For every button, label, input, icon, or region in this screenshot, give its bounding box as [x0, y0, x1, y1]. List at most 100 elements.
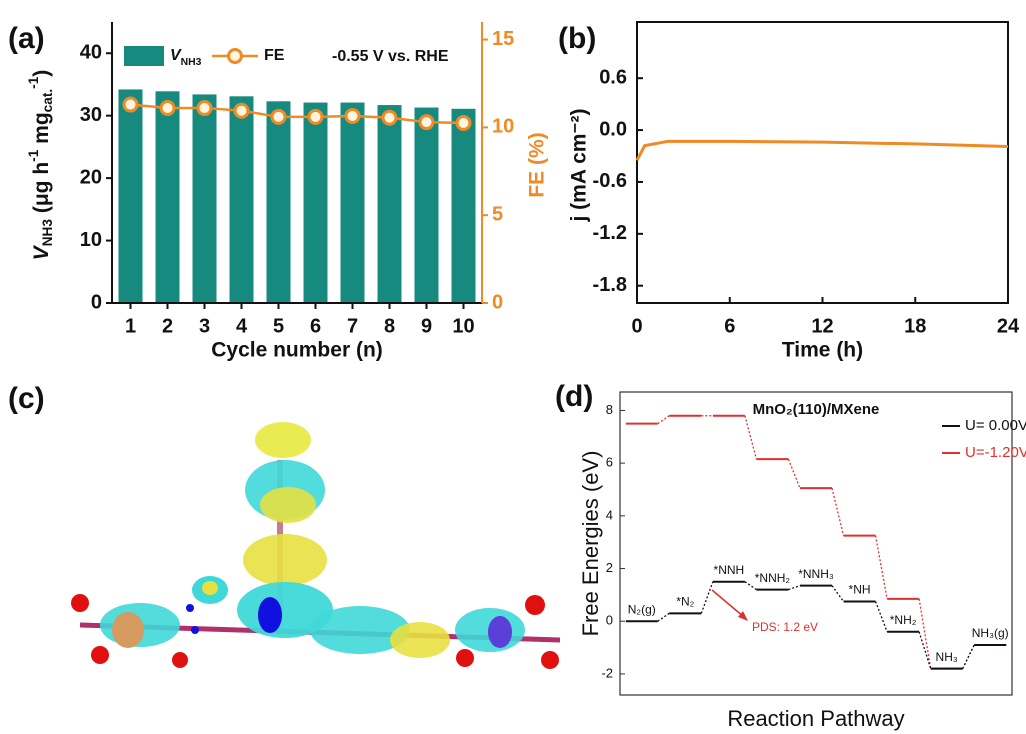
y-tick-label: -2 [601, 665, 613, 680]
fe-marker [196, 100, 213, 117]
fe-marker [455, 114, 472, 131]
energy-connector [657, 612, 670, 622]
x-axis-label: Cycle number (n) [211, 339, 383, 362]
y-axis-label: VNH3 (μg h-1 mgcat.-1) [26, 70, 55, 261]
fe-line [130, 103, 464, 125]
y2-tick-label: 5 [492, 203, 503, 225]
atom [541, 651, 559, 669]
panel-label: (c) [8, 382, 45, 415]
fe-marker [344, 107, 361, 124]
bar [229, 96, 254, 303]
text-part: ) [30, 70, 53, 77]
y2-tick-label: 15 [492, 28, 514, 50]
energy-connector [788, 585, 801, 591]
energy-connector [831, 585, 845, 602]
energy-connector [874, 535, 888, 599]
energy-connector [918, 631, 932, 669]
panel-label: (b) [558, 22, 596, 55]
text-part: cat. [40, 89, 55, 113]
y-axis-label: j (mA cm⁻²) [568, 109, 591, 223]
y2-tick-label: 10 [492, 116, 514, 138]
y-axis-label: Free Energies (eV) [578, 451, 603, 637]
y-tick-label: 6 [606, 455, 613, 470]
x-tick-label: 18 [904, 315, 926, 337]
y-tick-label: 20 [80, 166, 102, 188]
y-tick-label: 4 [606, 507, 613, 522]
charge-density-image [71, 422, 561, 669]
y2-axis-label: FE (%) [526, 132, 549, 197]
atom [112, 612, 144, 648]
y-tick-label: 30 [80, 104, 102, 126]
bar [192, 94, 217, 304]
text-part: V [30, 244, 53, 260]
bar [118, 89, 143, 303]
x-tick-label: 2 [162, 315, 173, 337]
x-tick-label: 24 [997, 315, 1020, 337]
x-tick-label: 3 [199, 315, 210, 337]
bar [377, 105, 402, 303]
isosurface [260, 487, 316, 523]
plot-frame [619, 391, 1013, 696]
fe-marker [307, 108, 324, 125]
text-part: -1 [26, 149, 41, 162]
y-tick-label: -1.2 [593, 222, 627, 244]
y-tick-label: 2 [606, 560, 613, 575]
energy-connector [787, 458, 801, 489]
species-label: *NNH₂ [755, 571, 791, 585]
energy-connector [918, 598, 932, 669]
x-tick-label: 0 [631, 315, 642, 337]
fe-marker [159, 100, 176, 117]
energy-connector [874, 601, 888, 632]
current-line [635, 139, 1009, 162]
energy-connector [962, 644, 975, 669]
isosurface [255, 422, 311, 458]
bar [155, 91, 180, 304]
species-label: *N₂ [676, 594, 694, 608]
isosurface [202, 581, 218, 595]
text-part: NH3 [181, 57, 202, 68]
annotation: PDS: 1.2 eV [752, 620, 818, 634]
legend-label: U=-1.20V [965, 444, 1026, 461]
panel-label: (a) [8, 22, 45, 55]
energy-connector [700, 581, 714, 614]
atom [456, 649, 474, 667]
isosurface [390, 622, 450, 658]
atom [186, 604, 194, 612]
y-tick-label: -1.8 [593, 274, 627, 296]
panel-label: (d) [555, 380, 593, 413]
x-tick-label: 10 [452, 315, 474, 337]
atom [525, 595, 545, 615]
isosurface [243, 534, 327, 586]
y-tick-label: 0 [91, 291, 102, 313]
atom [71, 594, 89, 612]
x-axis-label: Reaction Pathway [727, 706, 904, 731]
text-part: (μg h [30, 162, 53, 219]
legend-marker [227, 48, 243, 64]
bar [451, 108, 476, 303]
x-tick-label: 6 [310, 315, 321, 337]
species-label: *NH₂ [890, 613, 917, 627]
x-tick-label: 5 [273, 315, 284, 337]
fe-marker [381, 109, 398, 126]
fe-marker [233, 102, 250, 119]
y-tick-label: 0 [606, 613, 613, 628]
fe-marker [122, 96, 139, 113]
atom [258, 597, 282, 633]
legend-label: FE [264, 47, 285, 64]
atom [172, 652, 188, 668]
x-axis-label: Time (h) [782, 339, 863, 362]
annotation: -0.55 V vs. RHE [332, 48, 449, 65]
bar [414, 107, 439, 303]
legend-label: VNH3 [170, 47, 202, 68]
x-tick-label: 1 [125, 315, 136, 337]
atom [191, 626, 199, 634]
atom [488, 616, 512, 648]
energy-connector [744, 415, 758, 460]
energy-connector [657, 415, 670, 425]
text-part: NH3 [40, 219, 55, 247]
legend-label: U= 0.00V [965, 417, 1026, 434]
x-tick-label: 7 [347, 315, 358, 337]
x-tick-label: 6 [724, 315, 735, 337]
species-label: *NNH [714, 563, 745, 577]
x-tick-label: 4 [236, 315, 248, 337]
